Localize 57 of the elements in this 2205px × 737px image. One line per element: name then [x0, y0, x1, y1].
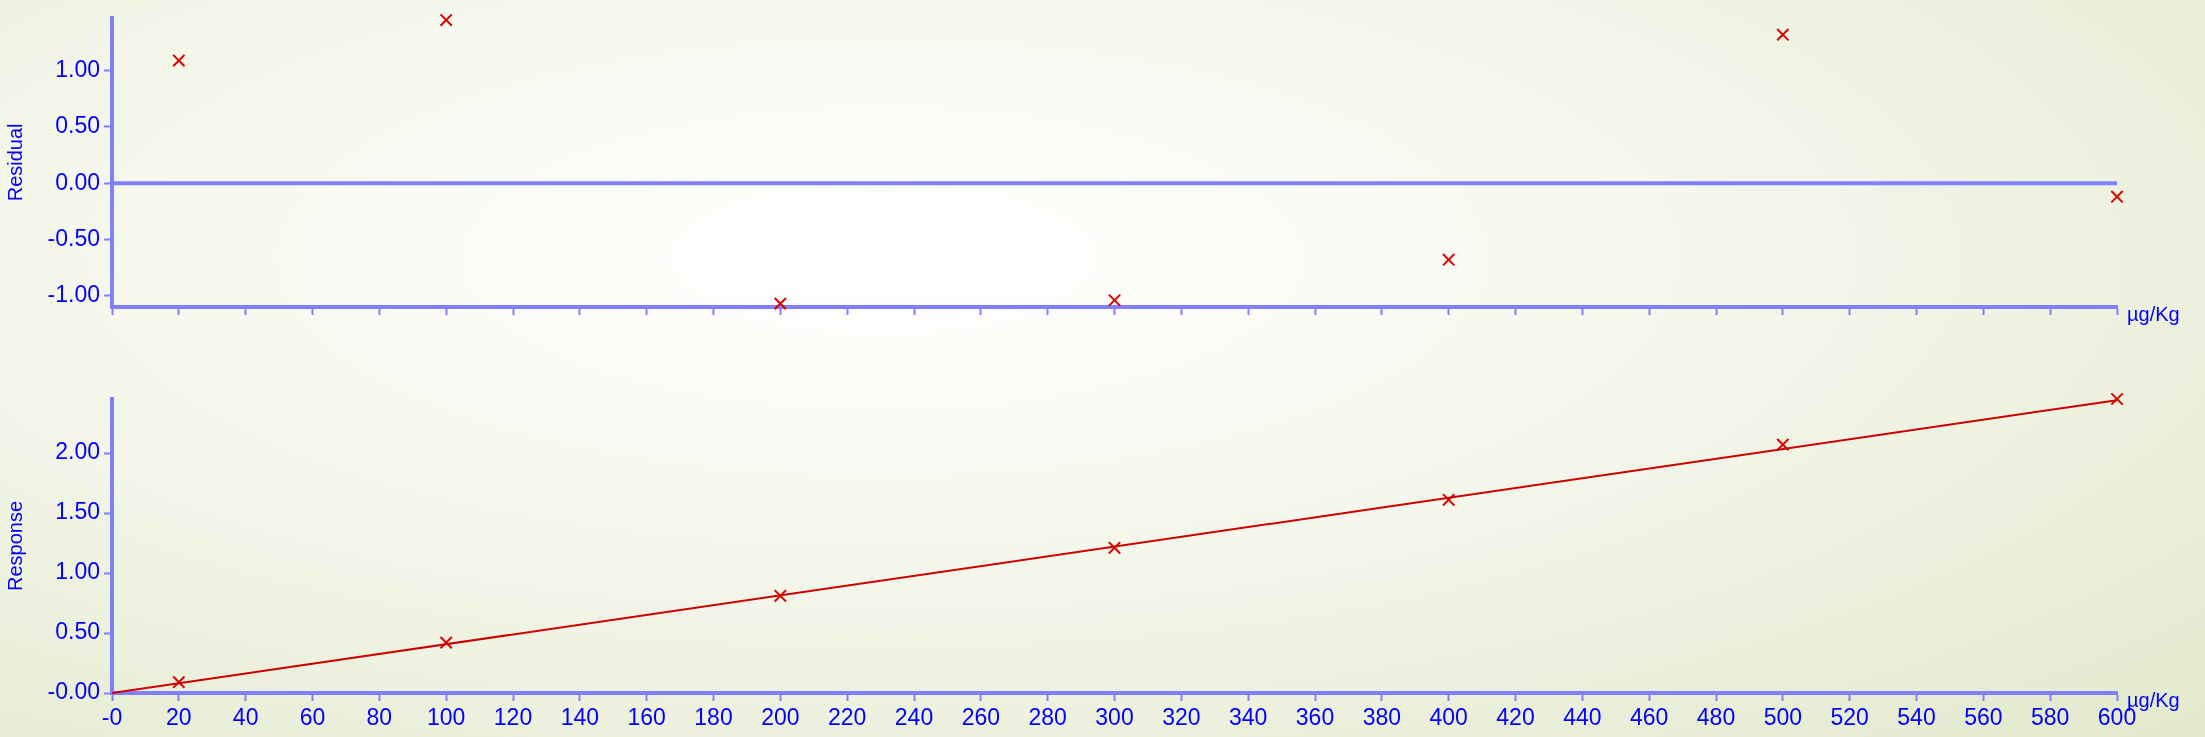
x-tick-label: -0 [101, 704, 123, 731]
x-tick-label: 520 [1830, 704, 1869, 731]
x-tick-label: 320 [1162, 704, 1201, 731]
x-axis-title: µg/Kg [2127, 302, 2180, 325]
y-tick-label: 1.00 [55, 56, 100, 83]
x-tick-label: 60 [299, 704, 326, 731]
x-tick-label: 500 [1763, 704, 1803, 731]
x-tick-label: 480 [1696, 704, 1736, 731]
x-tick-label: 460 [1629, 704, 1669, 731]
x-tick-label: 140 [560, 704, 600, 731]
x-tick-label: 40 [232, 704, 259, 731]
y-tick-label: 1.00 [55, 558, 100, 585]
y-tick-label: 1.50 [55, 498, 100, 525]
x-tick-label: 580 [2030, 704, 2070, 731]
x-tick-label: 160 [627, 704, 666, 731]
y-tick-label: 0.00 [55, 168, 100, 195]
y-tick-label: 0.50 [55, 112, 100, 139]
point [172, 675, 186, 689]
point [1107, 541, 1122, 555]
point [773, 296, 787, 311]
x-tick-label: 300 [1095, 704, 1134, 731]
point [773, 589, 787, 603]
x-tick-label: 540 [1897, 704, 1936, 731]
x-tick-label: 420 [1496, 704, 1535, 731]
x-tick-label: 80 [366, 704, 393, 731]
x-tick-label: 120 [493, 704, 533, 731]
point [1107, 293, 1122, 307]
y-axis-title: Response [3, 500, 26, 592]
y-tick-label: -0.50 [47, 224, 100, 251]
y-axis-title: Residual [3, 123, 26, 202]
x-tick-label: 240 [894, 704, 934, 731]
x-tick-label: 360 [1295, 704, 1335, 731]
point [1442, 253, 1456, 267]
x-tick-label: 400 [1429, 704, 1468, 731]
x-tick-label: 380 [1362, 704, 1402, 731]
x-tick-label: 20 [166, 704, 192, 731]
x-tick-label: 560 [1964, 704, 2003, 731]
y-tick-label: -0.00 [47, 678, 100, 705]
point [439, 635, 453, 650]
point [2110, 190, 2124, 204]
point [1776, 437, 1790, 452]
y-tick-label: 0.50 [55, 618, 100, 645]
x-tick-label: 280 [1028, 704, 1067, 731]
point [2110, 392, 2124, 406]
x-tick-label: 180 [694, 704, 733, 731]
point [1776, 28, 1790, 42]
x-tick-label: 340 [1228, 704, 1268, 731]
point [1442, 493, 1456, 507]
x-tick-label: 220 [827, 704, 867, 731]
x-tick-label: 100 [426, 704, 466, 731]
x-tick-label: 200 [761, 704, 800, 731]
point [172, 53, 186, 68]
x-tick-label: 260 [961, 704, 1001, 731]
point [439, 13, 453, 27]
y-tick-label: -1.00 [47, 281, 100, 308]
y-tick-label: 2.00 [55, 438, 100, 465]
x-tick-label: 440 [1563, 704, 1602, 731]
